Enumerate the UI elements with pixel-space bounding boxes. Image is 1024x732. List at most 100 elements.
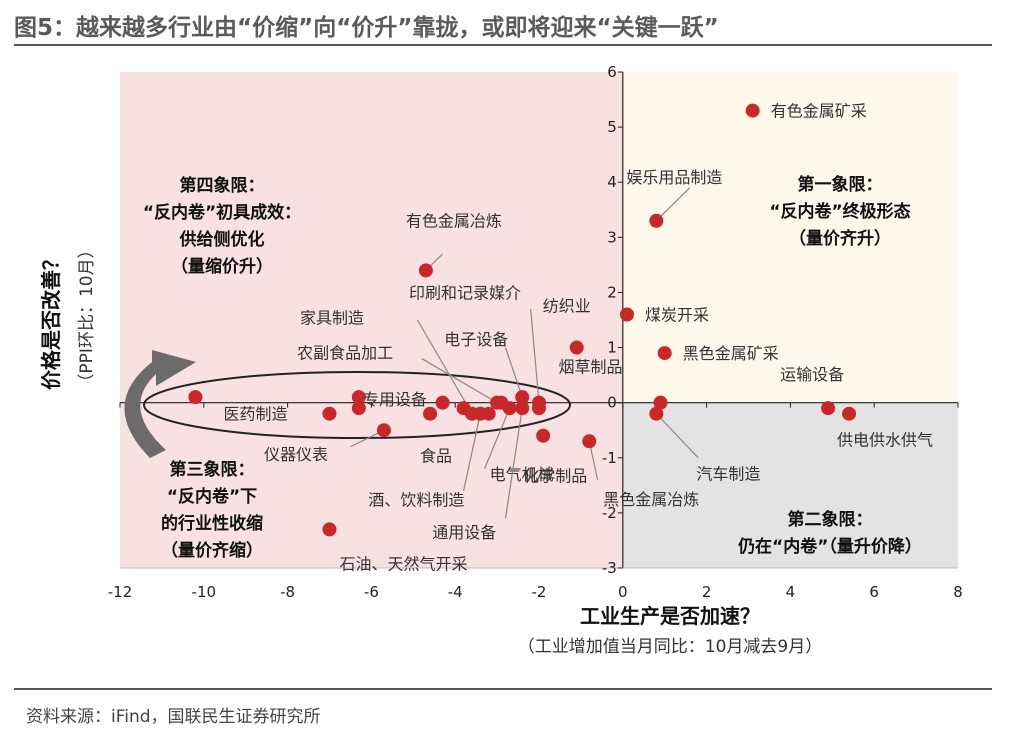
point-label-16: 医药制造 xyxy=(224,405,288,424)
x-tick-label-9: 6 xyxy=(869,583,879,601)
leader-line-22 xyxy=(504,408,523,519)
point-label-22: 通用设备 xyxy=(432,523,496,542)
data-point-2 xyxy=(619,307,634,322)
data-point-26 xyxy=(435,395,450,410)
data-point-6 xyxy=(649,406,664,421)
data-point-22 xyxy=(515,401,530,416)
point-label-4: 运输设备 xyxy=(780,365,844,384)
data-point-15 xyxy=(536,428,551,443)
point-label-8: 黑色金属冶炼 xyxy=(603,490,699,509)
x-tick-label-3: -6 xyxy=(364,583,379,601)
point-label-10: 有色金属冶炼 xyxy=(406,211,502,230)
point-label-12: 家具制造 xyxy=(300,309,364,328)
y-tick-label-3: 0 xyxy=(607,394,617,412)
data-point-28 xyxy=(481,406,496,421)
point-label-23: 石油、天然气开采 xyxy=(340,554,468,573)
cluster-ellipse xyxy=(143,371,571,439)
x-tick-label-8: 4 xyxy=(786,583,796,601)
x-tick-label-1: -10 xyxy=(192,583,217,601)
point-label-13: 电子设备 xyxy=(444,330,508,349)
data-point-30 xyxy=(532,401,546,416)
y-tick-label-2: -1 xyxy=(602,449,617,467)
q3-text-3: （量价齐缩） xyxy=(161,540,263,561)
data-point-23 xyxy=(322,522,337,537)
point-label-2: 煤炭开采 xyxy=(645,305,709,324)
y-tick-label-1: -2 xyxy=(602,504,617,522)
leader-line-13 xyxy=(504,347,523,398)
data-point-3 xyxy=(657,346,672,361)
data-point-10 xyxy=(418,263,433,278)
data-point-0 xyxy=(745,103,760,118)
leader-line-1 xyxy=(655,187,691,222)
x-tick-label-6: 0 xyxy=(618,583,628,601)
point-label-0: 有色金属矿采 xyxy=(771,102,867,121)
point-label-9: 纺织业 xyxy=(543,297,591,316)
x-tick-label-2: -8 xyxy=(280,583,295,601)
data-point-27 xyxy=(456,401,471,416)
data-point-4 xyxy=(821,401,836,416)
y-tick-label-9: 6 xyxy=(607,63,617,81)
quadrant-1-bg xyxy=(622,72,958,403)
data-point-1 xyxy=(649,213,664,228)
x-tick-label-0: -12 xyxy=(108,583,133,601)
x-tick-label-10: 8 xyxy=(953,583,963,601)
point-label-15: 化学制品 xyxy=(523,467,587,486)
q3-text-0: 第三象限： xyxy=(170,459,255,480)
bottom-rule xyxy=(14,688,992,690)
source-note: 资料来源：iFind，国联民生证券研究所 xyxy=(26,707,321,727)
y-tick-label-0: -3 xyxy=(602,559,617,577)
q4-text-2: 供给侧优化 xyxy=(179,229,265,250)
y-axis-title: 价格是否改善？ xyxy=(39,250,63,390)
data-point-24 xyxy=(188,390,203,405)
data-point-25 xyxy=(351,401,366,416)
data-point-5 xyxy=(842,406,857,421)
quadrant-left-bg xyxy=(120,72,623,568)
point-label-14: 农副食品加工 xyxy=(297,344,393,363)
point-label-7: 烟草制品 xyxy=(559,358,623,377)
x-axis-title: 工业生产是否加速？ xyxy=(580,604,760,628)
y-tick-label-5: 2 xyxy=(607,283,617,301)
leader-line-21 xyxy=(483,407,511,470)
point-label-18: 仪器仪表 xyxy=(264,445,328,464)
point-label-11: 印刷和记录媒介 xyxy=(409,284,521,303)
q4-text-1: “反内卷”初具成效： xyxy=(143,202,301,223)
q1-text-1: “反内卷”终极形态 xyxy=(769,201,910,222)
point-label-3: 黑色金属矿采 xyxy=(683,344,779,363)
q2-text-0: 第二象限： xyxy=(788,509,873,530)
leader-line-20 xyxy=(462,413,481,491)
data-point-13 xyxy=(515,390,530,405)
point-label-17: 专用设备 xyxy=(363,390,427,409)
q3-text-2: 的行业性收缩 xyxy=(161,513,263,534)
data-point-16 xyxy=(322,406,337,421)
point-label-6: 汽车制造 xyxy=(696,465,760,484)
point-label-1: 娱乐用品制造 xyxy=(626,168,722,187)
quadrant-2-bg xyxy=(622,402,958,568)
x-tick-label-7: 2 xyxy=(702,583,712,601)
y-axis-subtitle: （PPI环比：10月） xyxy=(77,241,97,390)
data-point-8 xyxy=(582,434,597,449)
y-tick-label-6: 3 xyxy=(607,228,617,246)
data-point-9 xyxy=(569,340,584,355)
page-title: 图5：越来越多行业由“价缩”向“价升”靠拢，或即将迎来“关键一跃” xyxy=(14,15,719,41)
point-label-20: 酒、饮料制造 xyxy=(368,491,464,510)
leader-line-12 xyxy=(416,319,473,414)
q1-text-0: 第一象限： xyxy=(798,174,883,195)
q3-text-1: “反内卷”下 xyxy=(167,486,257,507)
data-point-7 xyxy=(653,395,668,410)
point-label-5: 供电供水供气 xyxy=(837,431,933,450)
q4-text-3: （量缩价升） xyxy=(171,256,273,277)
q2-text-1: 仍在“内卷”（量升价降） xyxy=(737,536,922,557)
top-rule xyxy=(14,44,992,46)
leader-line-14 xyxy=(421,358,498,404)
curved-arrow-icon xyxy=(124,350,196,458)
data-point-19 xyxy=(423,406,438,421)
x-tick-label-4: -4 xyxy=(448,583,463,601)
q4-text-0: 第四象限： xyxy=(180,175,265,196)
leader-line-6 xyxy=(655,413,699,459)
leader-line-11 xyxy=(530,308,540,403)
data-point-29 xyxy=(494,395,509,410)
y-tick-label-7: 4 xyxy=(607,173,617,191)
point-label-21: 电气机械 xyxy=(490,465,554,484)
x-tick-label-5: -2 xyxy=(532,583,547,601)
